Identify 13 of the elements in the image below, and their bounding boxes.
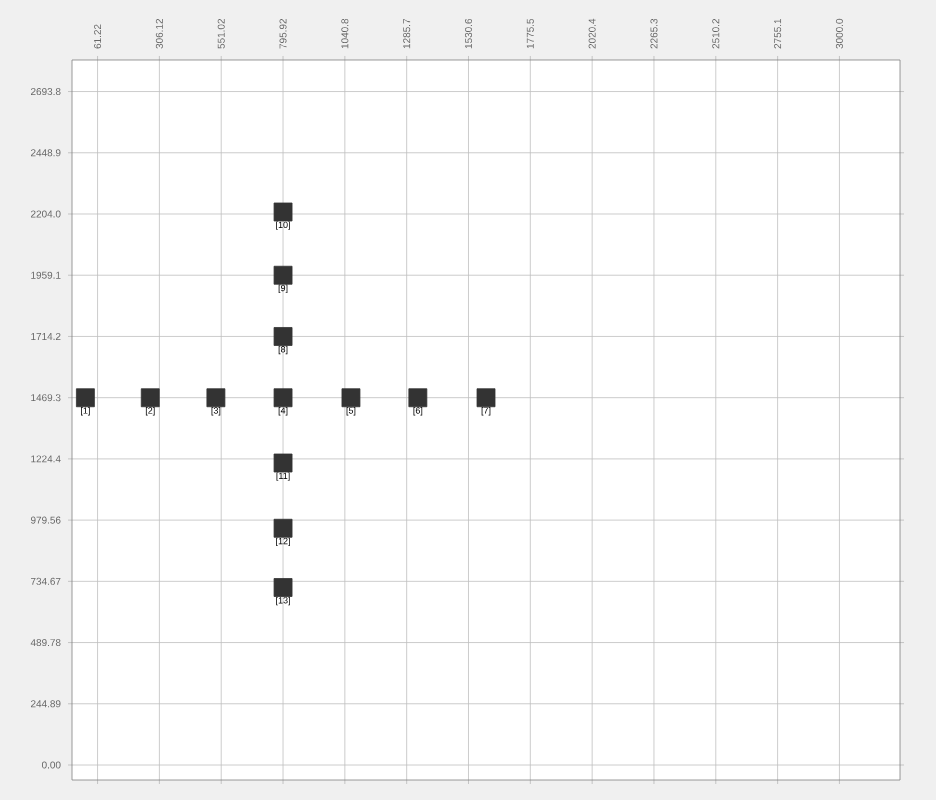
point bbox=[273, 518, 293, 538]
point bbox=[273, 453, 293, 473]
point bbox=[273, 327, 293, 346]
point bbox=[273, 388, 293, 408]
point bbox=[273, 578, 293, 597]
point bbox=[273, 202, 293, 222]
point bbox=[206, 388, 226, 408]
point bbox=[341, 388, 361, 408]
point bbox=[140, 388, 160, 408]
point bbox=[476, 388, 496, 408]
point bbox=[75, 388, 95, 408]
point bbox=[408, 388, 428, 408]
point bbox=[273, 265, 293, 285]
